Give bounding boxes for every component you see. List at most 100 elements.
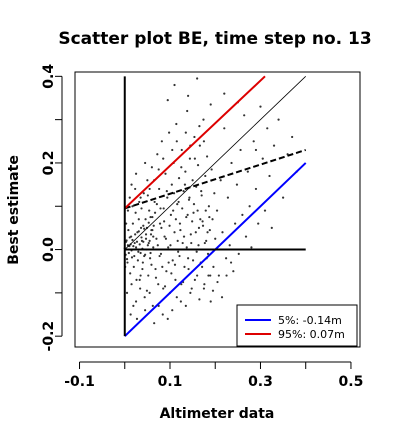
data-point [142,240,145,243]
data-point [225,274,228,277]
data-point [168,131,171,134]
data-point [230,161,233,165]
data-point [153,200,156,204]
data-point [176,202,179,206]
data-point [209,300,212,303]
data-point [254,148,258,152]
data-point [189,291,192,294]
legend-box [236,304,358,347]
data-point [185,215,188,219]
reference-lines [123,75,307,337]
data-point [148,291,151,294]
data-point [150,228,153,232]
data-point [132,265,135,268]
data-point [202,118,205,121]
data-point [157,168,160,171]
data-point [193,278,196,281]
data-point [143,227,146,230]
data-point [147,274,150,277]
data-point [144,309,147,312]
data-point [191,179,194,182]
data-point [170,183,173,186]
data-point [206,252,210,255]
data-point [169,244,172,247]
x-tick-label: 0.5 [339,374,364,390]
data-point [153,211,157,214]
data-point [190,287,193,290]
data-point [228,244,231,247]
data-point [177,177,181,180]
x-tick-label: 0.3 [248,374,273,390]
data-point [137,218,140,221]
data-point [159,207,162,210]
data-point [158,187,161,191]
data-point [211,218,214,221]
data-point [214,237,217,240]
data-point [158,222,162,225]
data-point [202,287,206,290]
data-point [212,265,215,268]
data-point [211,289,215,292]
data-point [182,235,186,238]
data-point [161,265,164,268]
data-point [151,215,154,219]
data-point [250,246,253,249]
data-point [197,226,201,230]
data-point [174,278,177,281]
data-point [150,166,153,169]
data-point [147,241,150,245]
data-point [200,194,203,197]
data-point [191,259,195,262]
data-point [244,235,248,238]
data-point [198,144,201,147]
data-point [176,239,179,242]
data-point [193,157,196,160]
data-point [139,274,142,277]
data-point [183,265,186,268]
data-point [155,202,158,206]
data-point [208,228,211,232]
data-point [125,257,129,261]
data-point [134,233,137,236]
data-point [229,261,233,264]
data-point [195,250,198,253]
data-point [201,224,205,227]
data-point [188,157,191,160]
data-point [193,135,196,139]
data-point [142,192,145,195]
line-regression [124,149,307,210]
data-point [221,231,224,234]
data-point [185,246,188,249]
legend-label: 5%: -0.14m [278,314,342,327]
data-point [172,192,176,195]
data-point [180,166,183,169]
data-point [196,77,199,80]
data-point [154,267,157,271]
data-point [165,189,168,193]
data-point [223,92,226,95]
data-point [151,304,154,307]
data-point [179,300,182,303]
data-point [223,127,226,130]
data-point [141,261,144,264]
data-point [131,222,134,225]
data-point [170,272,173,275]
data-point [239,148,242,152]
data-point [164,172,167,175]
data-point [202,140,206,143]
data-point [234,222,237,225]
data-point [166,317,169,320]
data-point [129,313,132,316]
data-point [153,322,156,325]
data-point [192,211,195,214]
data-point [144,218,147,221]
data-point [178,254,181,258]
data-point [149,233,153,236]
data-point [157,283,160,286]
data-point [199,218,202,221]
data-point [243,114,246,117]
data-point [173,83,176,87]
data-point [162,287,165,290]
x-tick-label: -0.1 [64,374,95,390]
data-point [136,259,139,262]
